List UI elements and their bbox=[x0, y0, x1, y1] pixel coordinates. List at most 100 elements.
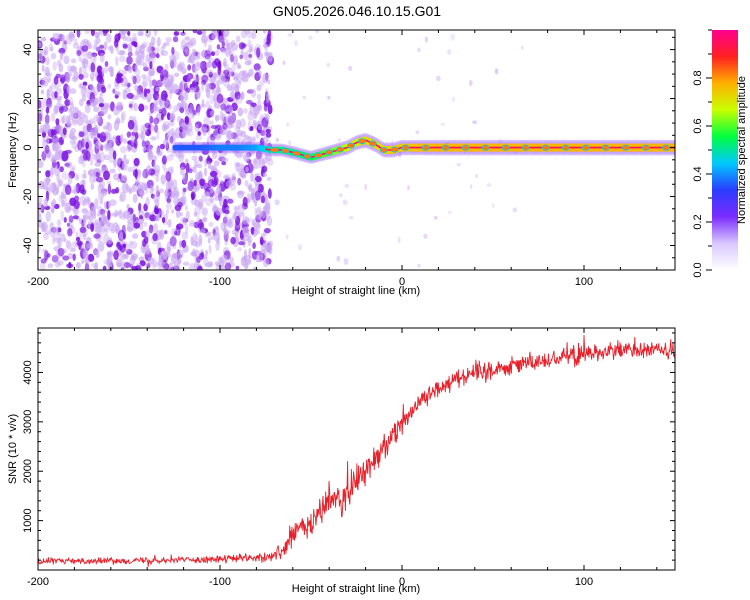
noise-speckle bbox=[249, 105, 254, 116]
noise-speckle bbox=[237, 132, 243, 141]
noise-speckle bbox=[100, 84, 105, 90]
noise-speckle bbox=[252, 194, 256, 204]
noise-speckle bbox=[122, 160, 128, 171]
noise-speckle bbox=[215, 170, 222, 179]
noise-speckle bbox=[198, 169, 202, 180]
noise-speckle bbox=[237, 247, 242, 252]
noise-speckle bbox=[253, 164, 260, 169]
noise-speckle bbox=[256, 47, 261, 58]
noise-speckle bbox=[130, 254, 135, 260]
noise-speckle bbox=[166, 130, 171, 139]
noise-speckle bbox=[46, 152, 51, 159]
noise-speckle bbox=[118, 55, 126, 63]
noise-speckle bbox=[175, 252, 180, 261]
noise-speckle bbox=[59, 166, 64, 173]
noise-speckle bbox=[63, 238, 67, 243]
noise-speckle bbox=[101, 67, 109, 74]
spectrogram-ylabel: Frequency (Hz) bbox=[7, 112, 19, 188]
noise-speckle bbox=[433, 215, 438, 220]
noise-speckle bbox=[219, 196, 223, 207]
noise-speckle bbox=[222, 61, 227, 67]
noise-speckle bbox=[201, 35, 209, 44]
noise-speckle bbox=[186, 74, 192, 85]
noise-speckle bbox=[189, 103, 194, 114]
noise-speckle bbox=[221, 77, 226, 82]
noise-speckle bbox=[297, 244, 303, 251]
noise-speckle bbox=[223, 69, 230, 76]
noise-speckle bbox=[49, 167, 54, 178]
noise-speckle bbox=[240, 91, 245, 100]
noise-speckle bbox=[266, 210, 270, 215]
noise-speckle bbox=[61, 199, 65, 208]
noise-speckle bbox=[415, 130, 420, 135]
noise-speckle bbox=[61, 172, 69, 180]
noise-speckle bbox=[115, 229, 123, 234]
noise-speckle bbox=[224, 174, 231, 180]
noise-speckle bbox=[184, 91, 189, 102]
ridge-knot bbox=[325, 149, 334, 156]
noise-speckle bbox=[61, 115, 65, 124]
noise-speckle bbox=[141, 81, 147, 89]
noise-speckle bbox=[214, 196, 220, 201]
noise-speckle bbox=[195, 134, 203, 141]
noise-speckle bbox=[38, 160, 44, 169]
noise-speckle bbox=[64, 71, 68, 76]
noise-speckle bbox=[81, 207, 88, 214]
noise-speckle bbox=[237, 78, 242, 85]
noise-speckle bbox=[97, 133, 101, 139]
noise-speckle bbox=[224, 49, 232, 56]
y-tick-label: 20 bbox=[22, 92, 34, 104]
noise-speckle bbox=[68, 261, 72, 269]
noise-speckle bbox=[139, 44, 145, 55]
noise-speckle bbox=[239, 212, 245, 218]
noise-speckle bbox=[235, 119, 242, 130]
noise-speckle bbox=[189, 53, 195, 63]
noise-speckle bbox=[230, 54, 234, 63]
noise-speckle bbox=[182, 173, 188, 184]
noise-speckle bbox=[205, 197, 213, 207]
noise-speckle bbox=[211, 137, 216, 146]
noise-speckle bbox=[447, 48, 452, 55]
noise-speckle bbox=[180, 216, 186, 225]
noise-speckle bbox=[158, 256, 162, 268]
noise-speckle bbox=[151, 103, 159, 111]
ridge-knot bbox=[421, 144, 430, 151]
noise-speckle bbox=[116, 76, 124, 84]
noise-speckle bbox=[221, 40, 225, 49]
noise-speckle bbox=[140, 124, 145, 134]
noise-speckle bbox=[240, 151, 244, 158]
noise-speckle bbox=[38, 53, 43, 63]
noise-speckle bbox=[246, 259, 252, 266]
noise-speckle bbox=[227, 198, 234, 204]
noise-speckle bbox=[38, 222, 45, 229]
noise-speckle bbox=[90, 76, 94, 82]
noise-speckle bbox=[45, 106, 50, 114]
noise-speckle bbox=[149, 144, 153, 149]
noise-speckle bbox=[107, 122, 113, 132]
noise-speckle bbox=[262, 258, 269, 268]
noise-speckle bbox=[85, 198, 90, 203]
noise-speckle bbox=[126, 203, 130, 210]
noise-speckle bbox=[171, 83, 180, 94]
noise-speckle bbox=[155, 184, 159, 196]
noise-speckle bbox=[266, 176, 272, 181]
noise-speckle bbox=[128, 240, 133, 246]
noise-speckle bbox=[50, 52, 57, 60]
spectrogram-plot-area bbox=[38, 30, 675, 270]
noise-speckle bbox=[169, 236, 177, 247]
noise-speckle bbox=[235, 35, 241, 43]
noise-speckle bbox=[294, 40, 298, 46]
noise-speckle bbox=[119, 191, 127, 202]
noise-speckle bbox=[234, 222, 241, 232]
noise-speckle bbox=[61, 33, 65, 42]
noise-speckle bbox=[150, 36, 156, 46]
noise-speckle bbox=[73, 184, 78, 195]
noise-speckle bbox=[78, 155, 84, 165]
noise-speckle bbox=[71, 114, 78, 124]
noise-speckle bbox=[112, 222, 119, 232]
noise-speckle bbox=[308, 35, 313, 40]
noise-speckle bbox=[94, 153, 101, 164]
noise-speckle bbox=[49, 227, 55, 238]
noise-speckle bbox=[343, 258, 349, 265]
